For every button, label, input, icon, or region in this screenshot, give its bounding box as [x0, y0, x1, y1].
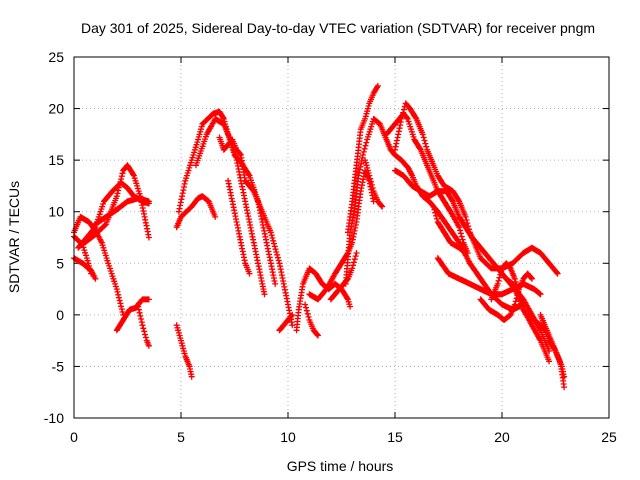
x-axis-label: GPS time / hours	[287, 458, 394, 474]
point-markers	[344, 82, 381, 236]
x-tick-label: 15	[387, 429, 403, 445]
point-markers	[173, 322, 195, 380]
x-tick-label: 10	[280, 429, 296, 445]
point-markers	[430, 203, 469, 256]
series-arc-30	[503, 275, 553, 365]
point-markers	[225, 177, 253, 277]
series-arc-20	[342, 115, 527, 313]
point-markers	[276, 311, 296, 334]
point-markers	[477, 270, 535, 323]
y-tick-label: -10	[44, 410, 64, 426]
series-arc-23	[383, 110, 471, 256]
series-arc-7	[113, 296, 152, 334]
point-markers	[383, 110, 471, 256]
x-tick-label: 20	[494, 429, 510, 445]
series-arc-28	[477, 270, 535, 323]
series-arc-14	[225, 177, 253, 277]
grid	[74, 57, 609, 418]
point-markers	[306, 167, 377, 303]
y-tick-label: -5	[52, 358, 65, 374]
series-arc-19	[327, 250, 360, 303]
x-tick-label: 0	[70, 429, 78, 445]
point-markers	[362, 157, 386, 210]
series-arc-26	[430, 203, 469, 256]
series-arc-5	[81, 162, 152, 246]
series-arc-25	[392, 167, 553, 354]
y-tick-label: 20	[48, 101, 64, 117]
series-arc-10	[173, 193, 219, 231]
point-markers	[216, 134, 296, 329]
point-markers	[135, 303, 152, 349]
point-markers	[92, 195, 152, 228]
series-arc-21	[344, 82, 381, 236]
x-tick-label: 5	[177, 429, 185, 445]
series-arc-8	[135, 303, 152, 349]
y-tick-label: 25	[48, 49, 64, 65]
point-markers	[113, 296, 152, 334]
chart-title: Day 301 of 2025, Sidereal Day-to-day VTE…	[81, 20, 595, 36]
plot-frame	[73, 56, 610, 419]
series-arc-16	[293, 265, 354, 334]
y-tick-label: 5	[56, 255, 64, 271]
point-markers	[302, 301, 321, 339]
point-markers	[327, 250, 360, 303]
series-arc-18	[306, 167, 377, 303]
x-tick-label: 25	[601, 429, 617, 445]
point-markers	[342, 115, 527, 313]
point-markers	[392, 167, 553, 354]
y-tick-label: 0	[56, 307, 64, 323]
point-markers	[503, 275, 553, 365]
point-markers	[81, 162, 152, 246]
point-markers	[71, 255, 99, 282]
axis-ticks: 0 5 10 15 20 25 -10 -5 0 5 10 15 20 25	[44, 49, 617, 445]
series-arc-15	[276, 311, 296, 334]
point-markers	[173, 193, 219, 231]
y-tick-label: 10	[48, 204, 64, 220]
y-tick-label: 15	[48, 152, 64, 168]
series-arc-6	[92, 195, 152, 228]
point-markers	[537, 311, 568, 380]
y-axis-label: SDTVAR / TECUs	[6, 181, 22, 293]
series-arc-17	[302, 301, 321, 339]
series-arc-13	[216, 134, 296, 329]
series-arc-22	[362, 157, 386, 210]
series-arc-29	[488, 260, 568, 391]
point-markers	[488, 260, 568, 391]
point-markers	[293, 265, 354, 334]
data-points	[71, 82, 568, 391]
series-arc-1	[71, 255, 99, 282]
series-arc-9	[173, 322, 195, 380]
series-arc-31	[537, 311, 568, 380]
